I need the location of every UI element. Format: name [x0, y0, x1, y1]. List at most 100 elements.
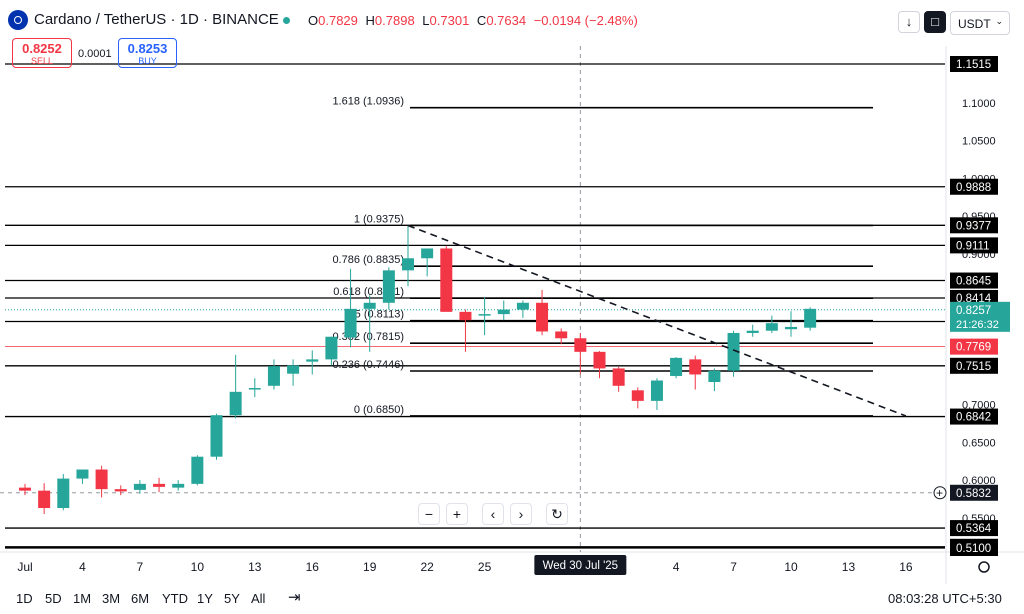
close-label: C — [476, 13, 487, 28]
price-chart[interactable]: 1.10001.05001.00000.95000.90000.70000.65… — [0, 0, 1024, 584]
x-axis-tick-label: Jul — [17, 560, 32, 574]
timeframe-1m[interactable]: 1M — [73, 591, 92, 606]
candle-body — [670, 357, 683, 376]
candle-body — [95, 469, 108, 490]
fib-level-label: 1 (0.9375) — [354, 213, 404, 225]
level-price-badge — [950, 540, 998, 556]
sell-button[interactable]: 0.8252 SELL — [12, 38, 72, 68]
level-price-badge — [950, 237, 998, 254]
candle-body — [536, 302, 549, 332]
x-axis-tick-label: 7 — [137, 560, 144, 574]
timeframe-6m[interactable]: 6M — [131, 591, 150, 606]
scroll-right-button[interactable]: › — [510, 503, 532, 525]
chevron-down-icon: ⌄ — [995, 16, 1003, 26]
timeframe-3m[interactable]: 3M — [102, 591, 121, 606]
candle-body — [574, 338, 587, 352]
add-alert-icon — [933, 486, 947, 500]
candle-body — [785, 326, 797, 330]
candle-body — [650, 380, 663, 401]
candle-body — [306, 359, 319, 362]
candle-body — [114, 489, 127, 492]
level-price-label: 0.9377 — [956, 220, 991, 232]
candle-body — [765, 323, 778, 331]
candle-countdown-label: 21:26:32 — [956, 319, 999, 331]
timeframe-1d[interactable]: 1D — [16, 591, 33, 606]
high-label: H — [365, 13, 375, 28]
timeframe-5y[interactable]: 5Y — [224, 591, 240, 606]
currency-label: USDT — [958, 17, 991, 31]
crosshair-price-label: 0.5832 — [956, 488, 991, 500]
close-value: 0.7634 — [486, 13, 527, 28]
symbol-title[interactable]: Cardano / TetherUS · 1D · BINANCE — [34, 11, 279, 28]
candle-body — [133, 483, 146, 490]
candle-body — [497, 309, 510, 315]
buy-price: 0.8253 — [127, 41, 168, 56]
y-axis-tick-label: 0.6000 — [962, 475, 996, 487]
candle-body — [421, 248, 434, 259]
x-axis-tick-label: 13 — [842, 560, 856, 574]
fib-level-label: 0.5 (0.8113) — [345, 309, 404, 321]
square-toggle-icon[interactable]: □ — [924, 11, 946, 33]
x-axis-tick-label: 10 — [191, 560, 205, 574]
download-arrow-icon[interactable]: ↓ — [898, 11, 920, 33]
candle-body — [153, 483, 166, 487]
timeframe-all[interactable]: All — [251, 591, 266, 606]
x-axis-tick-label: 7 — [730, 560, 737, 574]
fib-level-label: 0.236 (0.7446) — [332, 359, 404, 371]
crosshair-price-badge — [950, 484, 998, 501]
current-price-badge — [950, 301, 1010, 332]
candle-body — [57, 478, 70, 509]
x-axis-tick-label: 16 — [899, 560, 913, 574]
candle-body — [689, 359, 702, 375]
zoom-in-button[interactable]: + — [446, 503, 468, 525]
candle-body — [478, 314, 491, 316]
candle-body — [344, 308, 357, 338]
level-price-badge — [950, 272, 998, 289]
cardano-logo-icon — [8, 10, 28, 30]
level-price-label: 0.5364 — [956, 523, 992, 535]
date-range-icon[interactable]: ⇥ — [288, 589, 301, 606]
marker-price-badge — [950, 338, 998, 355]
market-open-dot-icon — [283, 17, 290, 24]
low-value: 0.7301 — [429, 13, 470, 28]
spread-value: 0.0001 — [78, 48, 112, 60]
fib-level-label: 0 (0.6850) — [354, 404, 404, 416]
level-price-badge — [950, 56, 998, 72]
x-axis-tick-label: 4 — [79, 560, 86, 574]
candle-body — [287, 365, 300, 374]
open-value: 0.7829 — [318, 13, 358, 28]
x-axis-tick-label: 19 — [363, 560, 377, 574]
scroll-left-button[interactable]: ‹ — [482, 503, 504, 525]
candle-body — [727, 332, 740, 371]
x-axis-tick-label: 25 — [478, 560, 492, 574]
candle-body — [229, 391, 242, 416]
sell-label: SELL — [30, 56, 54, 66]
candle-body — [402, 258, 414, 271]
candle-body — [631, 390, 644, 401]
level-price-label: 0.9888 — [956, 182, 991, 194]
buy-button[interactable]: 0.8253 BUY — [118, 38, 177, 68]
candle-body — [38, 490, 51, 509]
candle-body — [440, 248, 453, 312]
high-value: 0.7898 — [374, 13, 415, 28]
x-axis-tick-label: 22 — [420, 560, 434, 574]
candle-body — [76, 469, 89, 479]
reset-chart-button[interactable]: ↻ — [546, 503, 568, 525]
candle-body — [593, 351, 606, 369]
level-price-label: 0.7515 — [956, 361, 991, 373]
zoom-out-button[interactable]: − — [418, 503, 440, 525]
x-axis-tick-label: 4 — [673, 560, 680, 574]
level-price-label: 0.9111 — [956, 240, 989, 252]
fib-level-label: 1.618 (1.0936) — [332, 96, 404, 108]
timeframe-5d[interactable]: 5D — [45, 591, 62, 606]
timeframe-ytd[interactable]: YTD — [162, 591, 188, 606]
fib-level-label: 0.382 (0.7815) — [332, 331, 404, 343]
low-label: L — [422, 13, 430, 28]
candle-body — [804, 308, 817, 328]
candle-body — [267, 366, 280, 386]
crosshair-date-label: Wed 30 Jul '25 — [543, 560, 619, 572]
level-price-badge — [950, 178, 998, 195]
level-price-label: 0.5100 — [956, 543, 991, 555]
currency-select[interactable]: USDT ⌄ — [950, 11, 1010, 35]
timeframe-1y[interactable]: 1Y — [197, 591, 213, 606]
